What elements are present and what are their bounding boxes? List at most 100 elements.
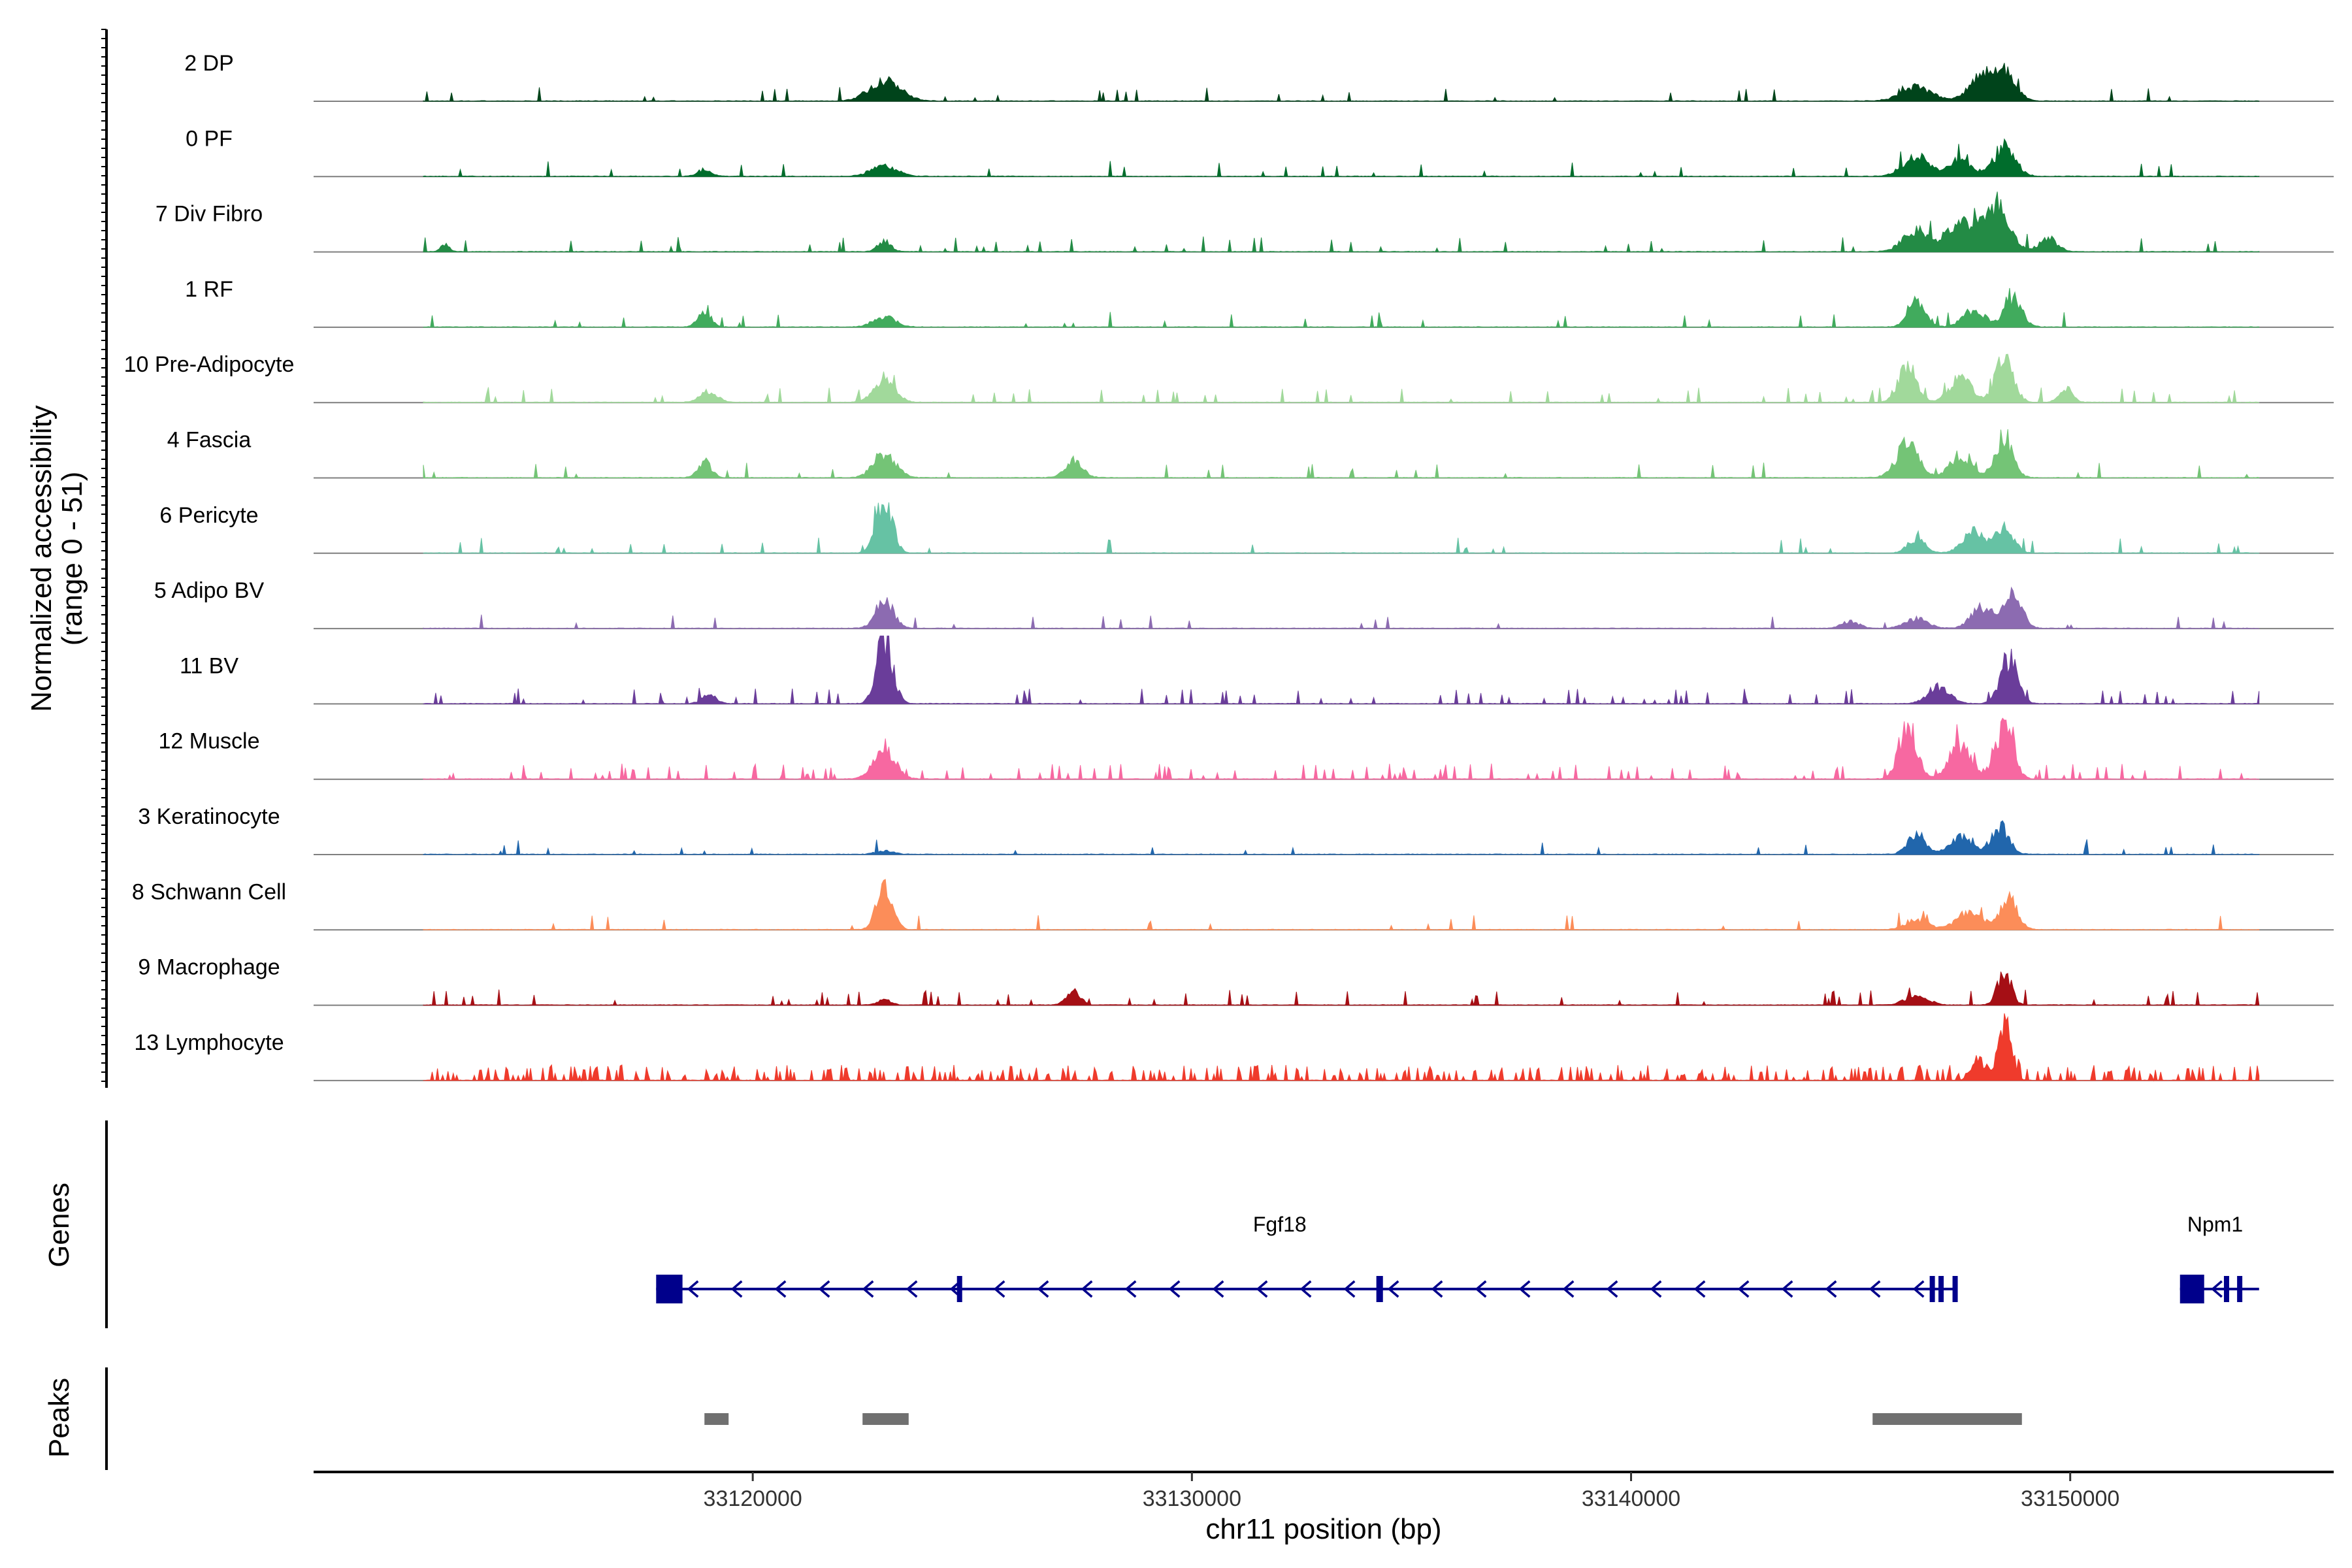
track-label: 9 Macrophage (138, 955, 280, 980)
coverage-area (423, 820, 2260, 856)
strand-arrow (1212, 1280, 1224, 1298)
strand-arrow (1650, 1280, 1662, 1298)
strand-arrow (1475, 1280, 1487, 1298)
strand-arrow (774, 1280, 787, 1298)
gene-label: Npm1 (2187, 1213, 2243, 1236)
strand-arrow (1606, 1280, 1618, 1298)
gene-exon (2180, 1275, 2204, 1303)
strand-arrow (730, 1280, 743, 1298)
track-label: 2 DP (184, 51, 234, 76)
strand-arrow (1124, 1280, 1137, 1298)
track-label: 8 Schwann Cell (132, 879, 286, 904)
gene-annotation-panel: Fgf18 Npm1 (656, 1213, 2259, 1303)
strand-arrow (1693, 1280, 1706, 1298)
x-tick-label: 33150000 (2021, 1486, 2119, 1511)
track-4-fascia: 4 Fascia (167, 428, 2334, 479)
strand-arrow (1299, 1280, 1312, 1298)
strand-arrow (862, 1280, 874, 1298)
x-tick-label: 33120000 (704, 1486, 802, 1511)
coverage-area (423, 353, 2260, 403)
strand-arrow (1256, 1280, 1268, 1298)
peaks-panel-title: Peaks (43, 1378, 75, 1458)
strand-arrow (993, 1280, 1005, 1298)
y-axis-title-line1: Normalized accessibility (25, 405, 57, 711)
gene-exon (2237, 1276, 2243, 1302)
coverage-area (423, 1013, 2260, 1082)
track-label: 11 BV (180, 653, 238, 678)
strand-arrow (1562, 1280, 1575, 1298)
coverage-area (423, 502, 2260, 555)
gene-npm1: Npm1 (2180, 1213, 2259, 1303)
track-label: 13 Lymphocyte (134, 1030, 284, 1055)
coverage-area (423, 191, 2260, 253)
track-9-macrophage: 9 Macrophage (138, 955, 2334, 1006)
coverage-area (423, 138, 2260, 177)
coverage-area (423, 287, 2260, 329)
gene-exon (1938, 1276, 1944, 1302)
coverage-tracks: 2 DP 0 PF 7 Div Fibro 1 RF 10 Pre-Adipocyte 4… (124, 51, 2334, 1082)
track-6-pericyte: 6 Pericyte (159, 502, 2334, 555)
track-7-div-fibro: 7 Div Fibro (155, 191, 2334, 253)
gene-exon (656, 1275, 683, 1303)
track-label: 1 RF (185, 277, 233, 302)
strand-arrow (1168, 1280, 1181, 1298)
track-label: 3 Keratinocyte (138, 804, 280, 829)
coverage-area (423, 879, 2260, 930)
coverage-area (423, 972, 2260, 1006)
strand-arrow (1343, 1280, 1356, 1298)
peak-region (704, 1413, 729, 1425)
strand-arrow (1737, 1280, 1750, 1298)
strand-arrow (1387, 1280, 1399, 1298)
strand-arrow (1037, 1280, 1049, 1298)
coverage-area (423, 635, 2260, 705)
track-12-muscle: 12 Muscle (159, 717, 2334, 781)
gene-fgf18: Fgf18 (656, 1213, 1958, 1303)
strand-arrow (2211, 1280, 2223, 1298)
x-tick-label: 33130000 (1143, 1486, 1241, 1511)
track-label: 0 PF (186, 126, 233, 151)
track-10-pre-adipocyte: 10 Pre-Adipocyte (124, 352, 2334, 404)
gene-exon (1929, 1276, 1935, 1302)
strand-arrow (1081, 1280, 1093, 1298)
track-1-rf: 1 RF (185, 277, 2334, 329)
track-13-lymphocyte: 13 Lymphocyte (134, 1013, 2334, 1082)
track-label: 10 Pre-Adipocyte (124, 352, 295, 377)
gene-exon (2223, 1276, 2229, 1302)
x-axis: 33120000 33130000 33140000 33150000 (314, 1471, 2334, 1511)
track-2-dp: 2 DP (184, 51, 2334, 102)
track-3-keratinocyte: 3 Keratinocyte (138, 804, 2334, 856)
strand-arrow (1431, 1280, 1443, 1298)
gene-exon (1376, 1276, 1383, 1302)
genes-panel-title: Genes (43, 1183, 75, 1267)
coverage-area (423, 717, 2260, 781)
coverage-area (423, 63, 2260, 102)
track-8-schwann-cell: 8 Schwann Cell (132, 879, 2334, 931)
track-5-adipo-bv: 5 Adipo BV (154, 578, 2334, 630)
gene-label: Fgf18 (1253, 1213, 1307, 1236)
track-0-pf: 0 PF (186, 126, 2334, 178)
peaks-panel (704, 1413, 2022, 1425)
strand-arrow (1869, 1280, 1881, 1298)
y-axis-title-line2: (range 0 - 51) (56, 472, 88, 646)
strand-arrow (906, 1280, 918, 1298)
x-tick-label: 33140000 (1582, 1486, 1680, 1511)
peak-region (862, 1413, 909, 1425)
strand-arrow (1912, 1280, 1925, 1298)
track-11-bv: 11 BV (180, 635, 2334, 705)
coverage-area (423, 586, 2260, 629)
track-label: 12 Muscle (159, 729, 260, 754)
strand-arrow (1781, 1280, 1793, 1298)
track-label: 6 Pericyte (159, 503, 258, 528)
track-label: 5 Adipo BV (154, 578, 265, 603)
coverage-bracket-ticks (101, 29, 106, 1082)
track-label: 7 Div Fibro (155, 202, 263, 227)
strand-arrow (687, 1280, 699, 1298)
strand-arrow (1825, 1280, 1837, 1298)
peak-region (1872, 1413, 2022, 1425)
gene-exon (956, 1276, 962, 1302)
strand-arrow (1518, 1280, 1531, 1298)
strand-arrow (818, 1280, 830, 1298)
coverage-area (423, 429, 2260, 479)
gene-exon (1952, 1276, 1958, 1302)
